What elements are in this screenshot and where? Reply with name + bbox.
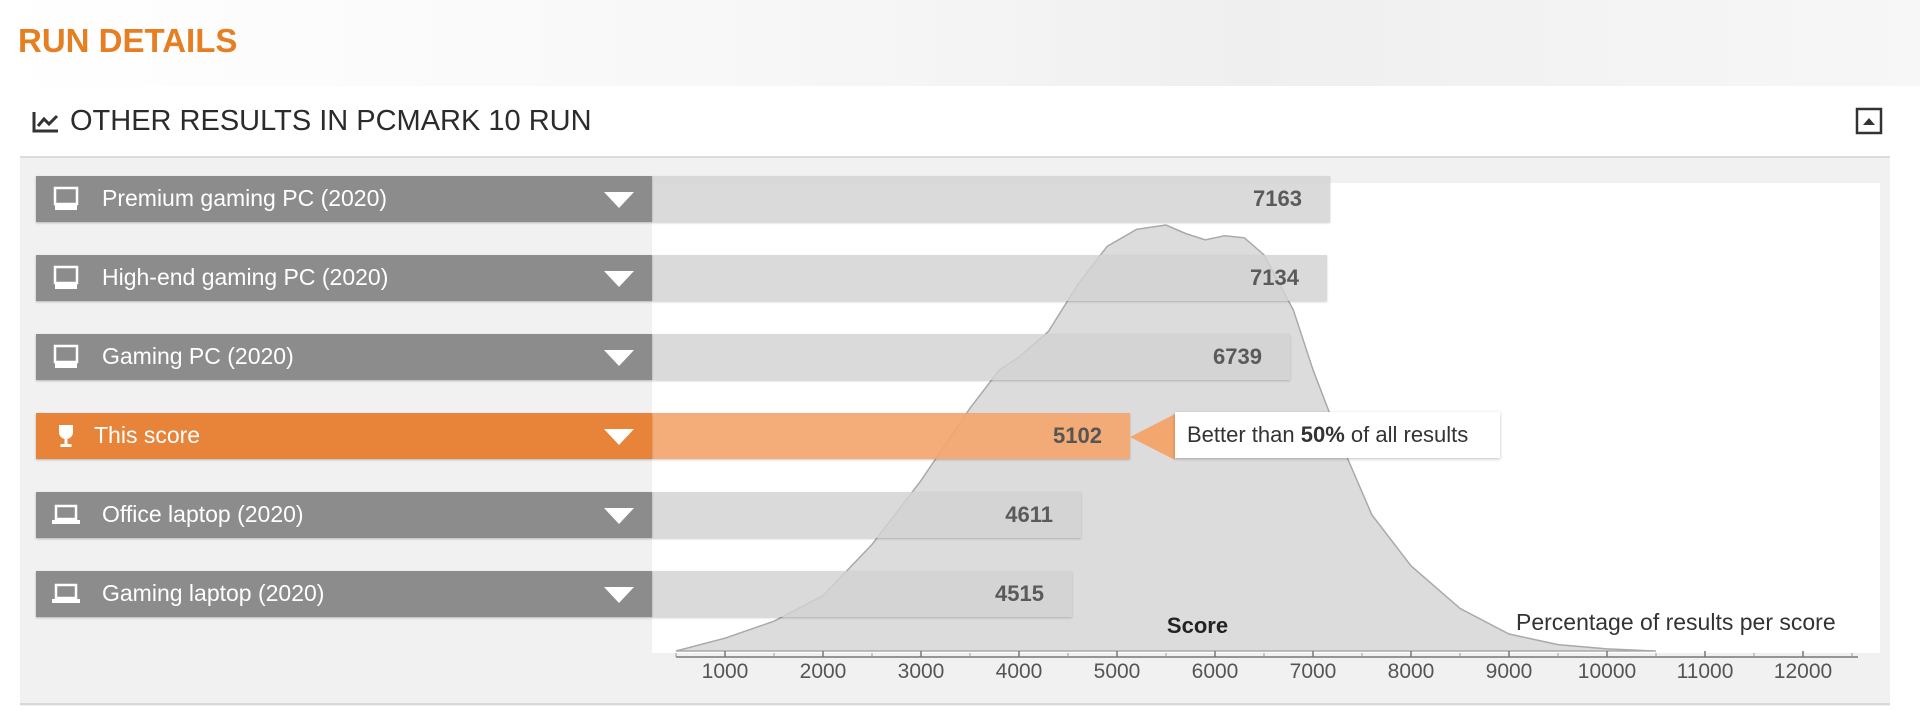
score-value: 5102 [1053, 423, 1102, 448]
section-title: RUN DETAILS [18, 22, 238, 59]
result-row-high-end-gaming-pc[interactable]: High-end gaming PC (2020) [36, 255, 652, 301]
result-row-gaming-laptop[interactable]: Gaming laptop (2020) [36, 571, 652, 617]
score-value: 7134 [1250, 265, 1299, 290]
score-bar: 4611 [652, 492, 1081, 538]
score-value: 6739 [1213, 344, 1262, 369]
panel-bottom-border [20, 703, 1890, 705]
row-label: Office laptop (2020) [102, 501, 304, 527]
result-row-office-laptop[interactable]: Office laptop (2020) [36, 492, 652, 538]
x-tick-label: 1000 [701, 660, 749, 683]
x-tick-label: 9000 [1485, 660, 1533, 683]
x-tick-label: 10000 [1577, 660, 1637, 683]
x-tick-label: 7000 [1289, 660, 1337, 683]
percentile-callout: Better than 50% of all results [1175, 412, 1500, 458]
result-row-this-score[interactable]: This score [36, 413, 652, 459]
panel-header [20, 86, 1890, 158]
x-tick-label: 8000 [1387, 660, 1435, 683]
callout-prefix: Better than [1187, 422, 1301, 447]
x-tick-label: 11000 [1676, 660, 1734, 683]
laptop-icon [52, 583, 80, 603]
score-value: 7163 [1253, 186, 1302, 211]
row-label: This score [94, 422, 201, 448]
callout-pointer [1130, 414, 1175, 460]
header-banner [0, 0, 1920, 86]
result-row-gaming-pc[interactable]: Gaming PC (2020) [36, 334, 652, 380]
desktop-icon [53, 186, 79, 210]
desktop-icon [53, 265, 79, 289]
score-value: 4515 [995, 581, 1044, 606]
line-chart-icon [32, 112, 59, 133]
laptop-icon [52, 504, 80, 524]
x-tick-label: 3000 [897, 660, 945, 683]
desktop-icon [53, 344, 79, 368]
this-score-bar: 5102 [652, 413, 1130, 459]
x-tick-label: 2000 [799, 660, 847, 683]
row-label: Gaming laptop (2020) [102, 580, 325, 606]
chevron-down-icon[interactable] [604, 587, 634, 603]
score-bar: 6739 [652, 334, 1290, 380]
chevron-down-icon[interactable] [604, 350, 634, 366]
score-bar: 7134 [652, 255, 1327, 301]
collapse-icon[interactable] [1855, 107, 1883, 135]
chevron-down-icon[interactable] [604, 192, 634, 208]
row-label: High-end gaming PC (2020) [102, 264, 389, 290]
x-tick-label: 6000 [1191, 660, 1239, 683]
score-bar: 4515 [652, 571, 1072, 617]
score-bar: 7163 [652, 176, 1330, 222]
x-tick-label: 12000 [1773, 660, 1833, 683]
x-tick-label: 4000 [995, 660, 1043, 683]
panel-title: OTHER RESULTS IN PCMARK 10 RUN [70, 105, 592, 137]
chevron-down-icon[interactable] [604, 429, 634, 445]
x-axis-ticks [675, 651, 1853, 657]
chevron-down-icon[interactable] [604, 508, 634, 524]
row-label: Premium gaming PC (2020) [102, 185, 388, 211]
chevron-down-icon[interactable] [604, 271, 634, 287]
trophy-icon [59, 425, 73, 447]
callout-percent: 50% [1300, 422, 1345, 447]
score-value: 4611 [1005, 502, 1053, 527]
chart-legend-note: Percentage of results per score [1516, 609, 1836, 635]
callout-suffix: of all results [1344, 422, 1469, 447]
x-axis-title: Score [1166, 613, 1229, 638]
row-label: Gaming PC (2020) [102, 343, 294, 369]
result-row-premium-gaming-pc[interactable]: Premium gaming PC (2020) [36, 176, 652, 222]
x-tick-label: 5000 [1093, 660, 1141, 683]
